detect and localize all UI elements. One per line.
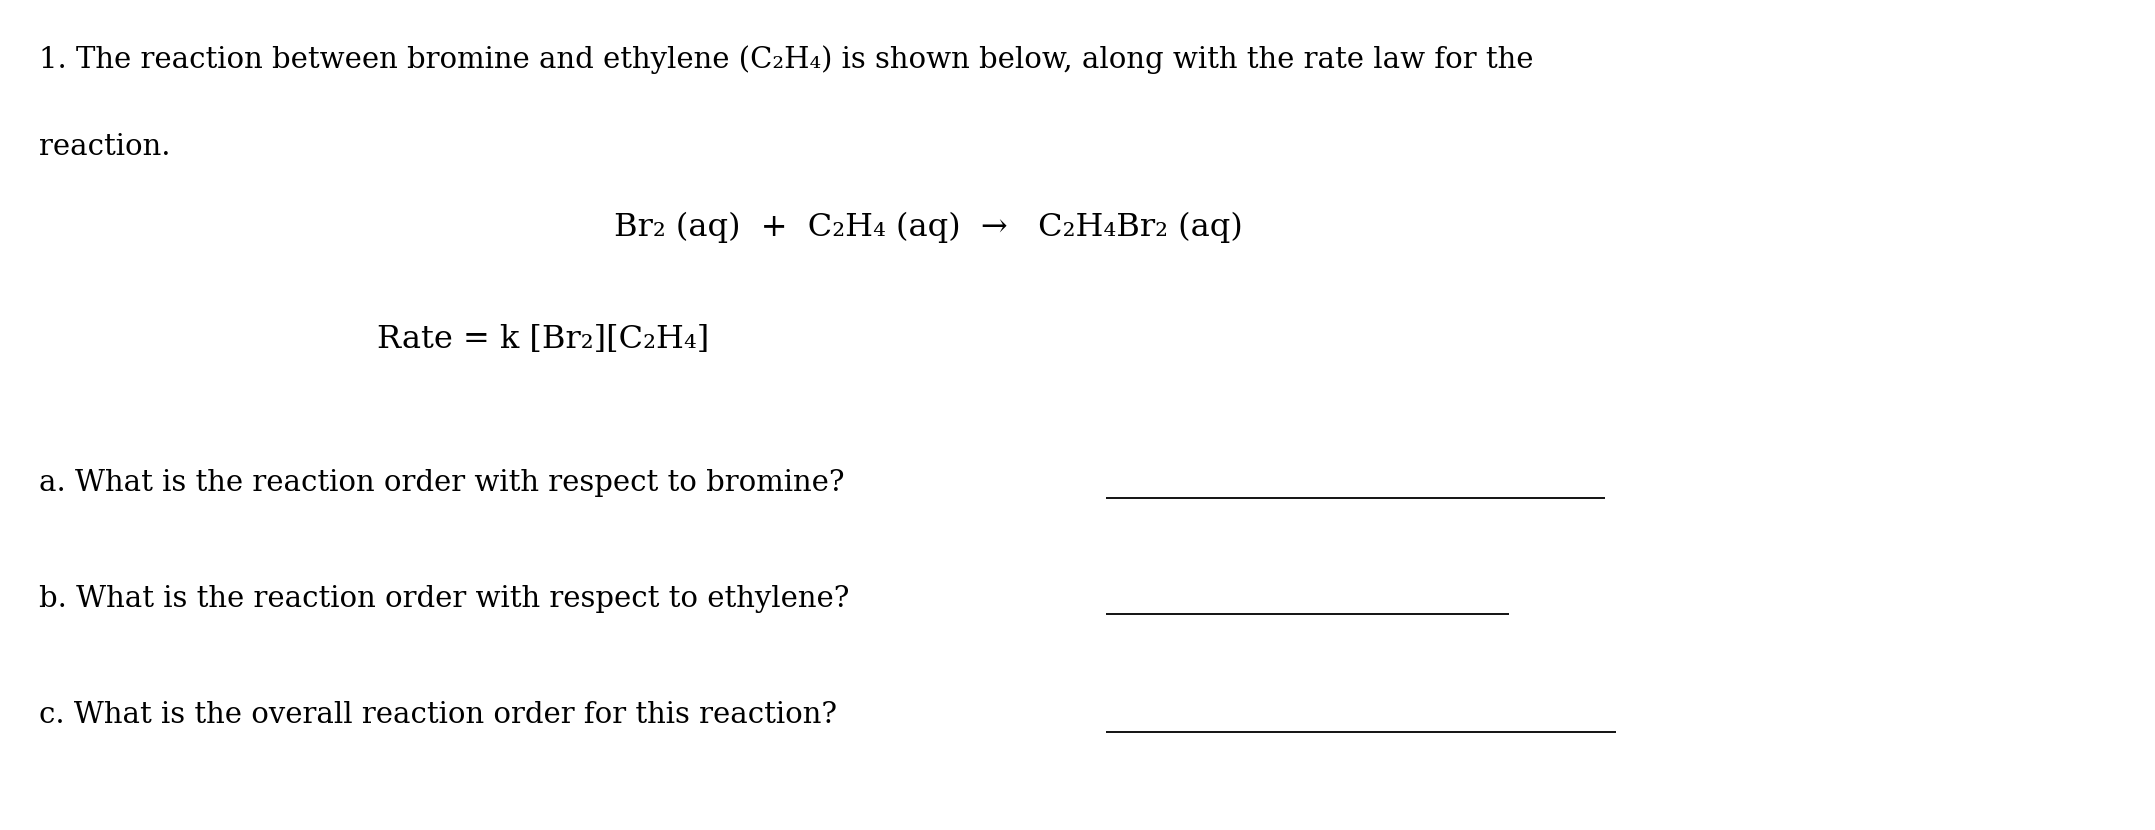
Text: a. What is the reaction order with respect to bromine?: a. What is the reaction order with respe… bbox=[39, 469, 845, 497]
Text: reaction.: reaction. bbox=[39, 133, 170, 161]
Text: Br₂ (aq)  +  C₂H₄ (aq)  →   C₂H₄Br₂ (aq): Br₂ (aq) + C₂H₄ (aq) → C₂H₄Br₂ (aq) bbox=[614, 212, 1243, 243]
Text: c. What is the overall reaction order for this reaction?: c. What is the overall reaction order fo… bbox=[39, 701, 836, 730]
Text: Rate = k [Br₂][C₂H₄]: Rate = k [Br₂][C₂H₄] bbox=[377, 324, 709, 354]
Text: 1. The reaction between bromine and ethylene (C₂H₄) is shown below, along with t: 1. The reaction between bromine and ethy… bbox=[39, 46, 1534, 75]
Text: b. What is the reaction order with respect to ethylene?: b. What is the reaction order with respe… bbox=[39, 585, 849, 613]
